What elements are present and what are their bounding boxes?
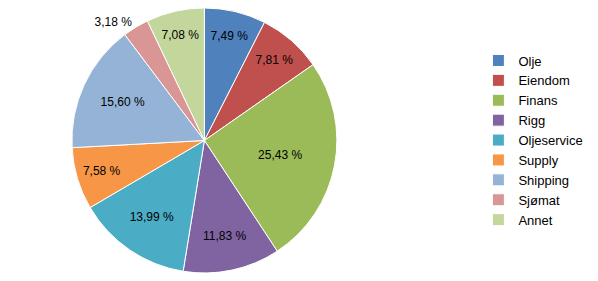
svg-text:Finans: Finans bbox=[518, 93, 558, 108]
svg-text:25,43 %: 25,43 % bbox=[258, 148, 302, 162]
svg-text:Oljeservice: Oljeservice bbox=[518, 133, 582, 148]
svg-text:3,18 %: 3,18 % bbox=[95, 15, 133, 29]
svg-text:11,83 %: 11,83 % bbox=[203, 229, 246, 243]
svg-text:7,58 %: 7,58 % bbox=[83, 164, 121, 178]
svg-text:Shipping: Shipping bbox=[518, 173, 569, 188]
svg-text:Eiendom: Eiendom bbox=[518, 73, 569, 88]
svg-text:15,60 %: 15,60 % bbox=[101, 95, 145, 109]
svg-text:Annet: Annet bbox=[518, 213, 552, 228]
svg-text:7,81 %: 7,81 % bbox=[256, 53, 294, 67]
svg-text:13,99 %: 13,99 % bbox=[130, 210, 174, 224]
svg-text:Rigg: Rigg bbox=[518, 113, 545, 128]
svg-text:7,08 %: 7,08 % bbox=[162, 28, 200, 42]
svg-text:Supply: Supply bbox=[518, 153, 558, 168]
svg-text:7,49 %: 7,49 % bbox=[211, 29, 249, 43]
svg-text:Sjømat: Sjømat bbox=[518, 193, 560, 208]
svg-text:Olje: Olje bbox=[518, 54, 541, 69]
